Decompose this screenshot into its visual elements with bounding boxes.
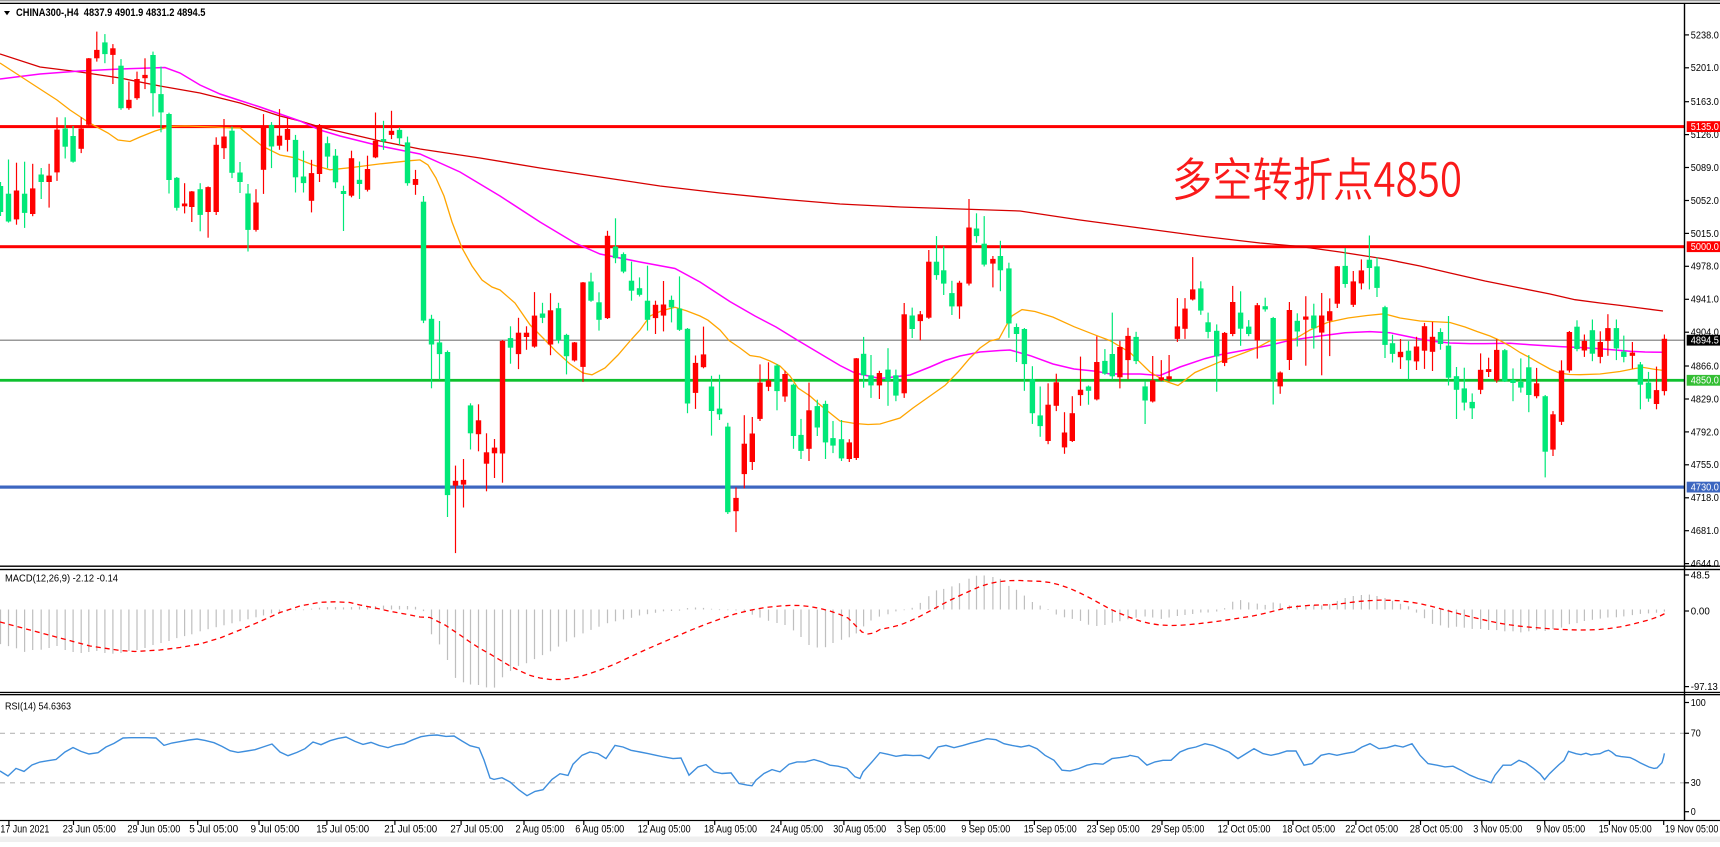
svg-text:5052.0: 5052.0 xyxy=(1691,196,1720,207)
svg-text:15 Nov 05:00: 15 Nov 05:00 xyxy=(1599,824,1652,836)
svg-text:6 Aug 05:00: 6 Aug 05:00 xyxy=(575,824,624,836)
svg-text:4718.0: 4718.0 xyxy=(1691,493,1720,504)
svg-text:9 Sep 05:00: 9 Sep 05:00 xyxy=(961,824,1010,836)
svg-text:MACD(12,26,9) -2.12 -0.14: MACD(12,26,9) -2.12 -0.14 xyxy=(5,573,118,585)
svg-text:5000.0: 5000.0 xyxy=(1691,242,1720,253)
svg-text:29 Jun 05:00: 29 Jun 05:00 xyxy=(127,824,180,836)
svg-text:4644.0: 4644.0 xyxy=(1691,559,1720,570)
svg-text:9 Nov 05:00: 9 Nov 05:00 xyxy=(1536,824,1585,836)
svg-text:15 Sep 05:00: 15 Sep 05:00 xyxy=(1024,824,1077,836)
svg-text:4866.0: 4866.0 xyxy=(1691,361,1720,372)
svg-text:48.5: 48.5 xyxy=(1691,570,1711,581)
svg-text:30 Aug 05:00: 30 Aug 05:00 xyxy=(833,824,886,836)
svg-text:4829.0: 4829.0 xyxy=(1691,394,1720,405)
svg-text:12 Aug 05:00: 12 Aug 05:00 xyxy=(638,824,691,836)
svg-text:29 Sep 05:00: 29 Sep 05:00 xyxy=(1151,824,1204,836)
svg-text:3 Nov 05:00: 3 Nov 05:00 xyxy=(1473,824,1522,836)
svg-text:30: 30 xyxy=(1691,778,1701,789)
svg-text:5015.0: 5015.0 xyxy=(1691,229,1720,240)
svg-text:9 Jul 05:00: 9 Jul 05:00 xyxy=(251,824,300,836)
svg-text:21 Jul 05:00: 21 Jul 05:00 xyxy=(384,824,437,836)
svg-text:4755.0: 4755.0 xyxy=(1691,460,1720,471)
svg-text:5089.0: 5089.0 xyxy=(1691,163,1720,174)
svg-text:-97.13: -97.13 xyxy=(1691,682,1719,693)
svg-text:70: 70 xyxy=(1691,729,1701,740)
svg-text:27 Jul 05:00: 27 Jul 05:00 xyxy=(450,824,503,836)
svg-text:4850.0: 4850.0 xyxy=(1691,376,1720,387)
svg-text:0: 0 xyxy=(1691,807,1697,818)
svg-text:4941.0: 4941.0 xyxy=(1691,295,1720,306)
svg-text:23 Sep 05:00: 23 Sep 05:00 xyxy=(1087,824,1140,836)
svg-text:4681.0: 4681.0 xyxy=(1691,526,1720,537)
svg-text:18 Oct 05:00: 18 Oct 05:00 xyxy=(1282,824,1335,836)
svg-text:2 Aug 05:00: 2 Aug 05:00 xyxy=(516,824,565,836)
svg-text:RSI(14) 54.6363: RSI(14) 54.6363 xyxy=(5,701,71,713)
svg-text:100: 100 xyxy=(1691,698,1706,709)
svg-text:19 Nov 05:00: 19 Nov 05:00 xyxy=(1665,824,1718,836)
svg-text:5201.0: 5201.0 xyxy=(1691,63,1720,74)
svg-text:5135.0: 5135.0 xyxy=(1691,122,1720,133)
svg-text:4730.0: 4730.0 xyxy=(1691,483,1720,494)
svg-text:4894.5: 4894.5 xyxy=(1691,336,1720,347)
svg-text:17 Jun 2021: 17 Jun 2021 xyxy=(0,824,49,836)
svg-text:15 Jul 05:00: 15 Jul 05:00 xyxy=(316,824,369,836)
svg-text:12 Oct 05:00: 12 Oct 05:00 xyxy=(1218,824,1271,836)
svg-text:24 Aug 05:00: 24 Aug 05:00 xyxy=(770,824,823,836)
svg-text:4904.0: 4904.0 xyxy=(1691,328,1720,339)
svg-text:5 Jul 05:00: 5 Jul 05:00 xyxy=(189,824,238,836)
svg-text:3 Sep 05:00: 3 Sep 05:00 xyxy=(897,824,946,836)
svg-text:22 Oct 05:00: 22 Oct 05:00 xyxy=(1345,824,1398,836)
svg-text:5238.0: 5238.0 xyxy=(1691,30,1720,41)
svg-text:5163.0: 5163.0 xyxy=(1691,97,1720,108)
svg-text:CHINA300-,H4 4837.9 4901.9 48: CHINA300-,H4 4837.9 4901.9 4831.2 4894.5 xyxy=(16,7,206,19)
svg-text:18 Aug 05:00: 18 Aug 05:00 xyxy=(704,824,757,836)
svg-text:4792.0: 4792.0 xyxy=(1691,427,1720,438)
svg-text:0.00: 0.00 xyxy=(1691,606,1711,617)
svg-text:28 Oct 05:00: 28 Oct 05:00 xyxy=(1410,824,1463,836)
svg-text:4978.0: 4978.0 xyxy=(1691,262,1720,273)
svg-text:5126.0: 5126.0 xyxy=(1691,130,1720,141)
svg-text:23 Jun 05:00: 23 Jun 05:00 xyxy=(63,824,116,836)
